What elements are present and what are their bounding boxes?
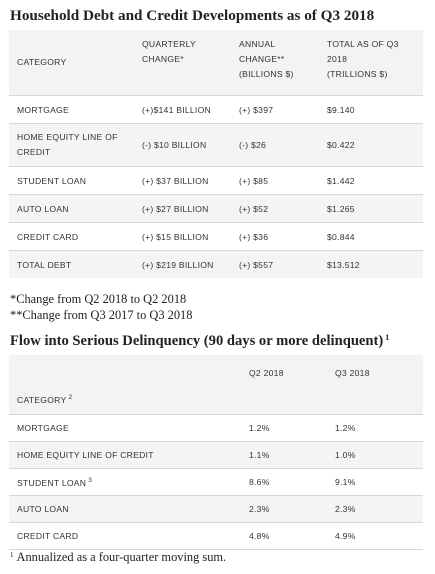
header-total-line3: (TRILLIONS $) xyxy=(327,69,388,79)
header-category: CATEGORY xyxy=(9,30,142,96)
cell-total: $1.442 xyxy=(327,166,423,195)
header-total: TOTAL AS OF Q3 2018 (TRILLIONS $) xyxy=(327,30,423,96)
page-title: Household Debt and Credit Developments a… xyxy=(10,7,375,24)
cell-category: MORTGAGE xyxy=(9,414,249,442)
cell-category: AUTO LOAN xyxy=(9,194,142,223)
header-annual-line3: (BILLIONS $) xyxy=(239,69,294,79)
cell-category: TOTAL DEBT xyxy=(9,250,142,278)
cell-category: MORTGAGE xyxy=(9,95,142,124)
cell-category: CREDIT CARD xyxy=(9,222,142,251)
table-row: STUDENT LOAN (+) $37 BILLION (+) $85 $1.… xyxy=(9,166,423,195)
cell-q3: 4.9% xyxy=(335,522,423,550)
table-header-row: CATEGORY QUARTERLY CHANGE* ANNUAL CHANGE… xyxy=(9,30,423,96)
cell-q3: 9.1% xyxy=(335,468,423,496)
note-quarterly: *Change from Q2 2018 to Q2 2018 xyxy=(10,292,187,306)
cell-q2: 1.2% xyxy=(249,414,335,442)
cell-quarterly: (+) $27 BILLION xyxy=(142,194,239,223)
footnote-text: Annualized as a four-quarter moving sum. xyxy=(16,550,227,564)
cell-category: HOME EQUITY LINE OF CREDIT xyxy=(9,441,249,469)
cell-annual: (+) $85 xyxy=(239,166,327,195)
header-q2-2018: Q2 2018 xyxy=(249,355,335,415)
header-q3-2018: Q3 2018 xyxy=(335,355,423,415)
cell-q2: 8.6% xyxy=(249,468,335,496)
header-quarterly-line1: QUARTERLY xyxy=(142,39,196,49)
cell-category: HOME EQUITY LINE OF CREDIT xyxy=(9,123,142,167)
header-quarterly-line2: CHANGE* xyxy=(142,54,184,64)
cell-quarterly: (+) $219 BILLION xyxy=(142,250,239,278)
section-title-text: Flow into Serious Delinquency (90 days o… xyxy=(10,333,384,349)
cell-annual: (+) $557 xyxy=(239,250,327,278)
cell-total: $9.140 xyxy=(327,95,423,124)
table-row: MORTGAGE 1.2% 1.2% xyxy=(9,414,423,442)
table-row: HOME EQUITY LINE OF CREDIT (-) $10 BILLI… xyxy=(9,123,423,167)
cell-category-label: STUDENT LOAN xyxy=(17,477,87,488)
cell-annual: (+) $397 xyxy=(239,95,327,124)
cell-q2: 4.8% xyxy=(249,522,335,550)
cell-quarterly: (-) $10 BILLION xyxy=(142,123,239,167)
section-title-delinquency: Flow into Serious Delinquency (90 days o… xyxy=(10,333,389,350)
cell-q2: 2.3% xyxy=(249,495,335,523)
table-row: CREDIT CARD (+) $15 BILLION (+) $36 $0.8… xyxy=(9,222,423,251)
footnote-ref: 1 xyxy=(385,333,390,342)
table-row: AUTO LOAN (+) $27 BILLION (+) $52 $1.265 xyxy=(9,194,423,223)
table-row: AUTO LOAN 2.3% 2.3% xyxy=(9,495,423,523)
cell-quarterly: (+) $15 BILLION xyxy=(142,222,239,251)
table-row-total: TOTAL DEBT (+) $219 BILLION (+) $557 $13… xyxy=(9,250,423,278)
header-category-label: CATEGORY xyxy=(17,395,67,405)
table-row: HOME EQUITY LINE OF CREDIT 1.1% 1.0% xyxy=(9,441,423,469)
table-row: STUDENT LOAN 3 8.6% 9.1% xyxy=(9,468,423,496)
cell-quarterly: (+)$141 BILLION xyxy=(142,95,239,124)
cell-q3: 1.0% xyxy=(335,441,423,469)
table-row: MORTGAGE (+)$141 BILLION (+) $397 $9.140 xyxy=(9,95,423,124)
cell-quarterly: (+) $37 BILLION xyxy=(142,166,239,195)
cell-category: AUTO LOAN xyxy=(9,495,249,523)
cell-category-line2: CREDIT xyxy=(17,147,51,157)
debt-table: CATEGORY QUARTERLY CHANGE* ANNUAL CHANGE… xyxy=(9,30,423,278)
footnote-ref: 2 xyxy=(68,394,73,401)
cell-q3: 1.2% xyxy=(335,414,423,442)
delinquency-table: CATEGORY 2 Q2 2018 Q3 2018 MORTGAGE 1.2% … xyxy=(9,355,423,550)
cell-category: STUDENT LOAN xyxy=(9,166,142,195)
footnote-ref: 3 xyxy=(88,476,93,484)
cell-annual: (+) $52 xyxy=(239,194,327,223)
cell-category: STUDENT LOAN 3 xyxy=(9,468,249,496)
header-annual-line2: CHANGE** xyxy=(239,54,285,64)
table-header-row: CATEGORY 2 Q2 2018 Q3 2018 xyxy=(9,355,423,415)
header-total-line2: 2018 xyxy=(327,54,348,64)
change-notes: *Change from Q2 2018 to Q2 2018 **Change… xyxy=(10,291,192,323)
header-category: CATEGORY 2 xyxy=(9,355,249,415)
cell-category: CREDIT CARD xyxy=(9,522,249,550)
header-annual-change: ANNUAL CHANGE** (BILLIONS $) xyxy=(239,30,327,96)
header-total-line1: TOTAL AS OF Q3 xyxy=(327,39,399,49)
cell-total: $13.512 xyxy=(327,250,423,278)
header-quarterly-change: QUARTERLY CHANGE* xyxy=(142,30,239,96)
cell-total: $1.265 xyxy=(327,194,423,223)
footnote: 1 Annualized as a four-quarter moving sum… xyxy=(10,550,226,565)
table-row: CREDIT CARD 4.8% 4.9% xyxy=(9,522,423,550)
cell-category-line1: HOME EQUITY LINE OF xyxy=(17,132,118,142)
cell-q2: 1.1% xyxy=(249,441,335,469)
cell-annual: (-) $26 xyxy=(239,123,327,167)
cell-total: $0.422 xyxy=(327,123,423,167)
footnote-marker: 1 xyxy=(10,551,14,559)
header-annual-line1: ANNUAL xyxy=(239,39,276,49)
cell-annual: (+) $36 xyxy=(239,222,327,251)
note-annual: **Change from Q3 2017 to Q3 2018 xyxy=(10,308,193,322)
cell-total: $0.844 xyxy=(327,222,423,251)
cell-q3: 2.3% xyxy=(335,495,423,523)
